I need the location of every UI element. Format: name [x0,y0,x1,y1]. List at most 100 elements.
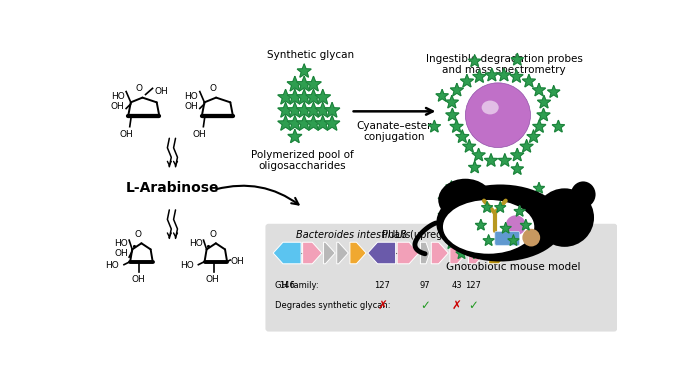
Text: ✗: ✗ [377,299,388,312]
Text: Degrades synthetic glycan:: Degrades synthetic glycan: [275,301,390,310]
Text: 97: 97 [420,281,430,290]
Polygon shape [473,70,486,82]
Ellipse shape [465,83,530,147]
Polygon shape [462,139,476,152]
Text: HO: HO [189,239,203,248]
Polygon shape [297,103,312,117]
Polygon shape [485,68,499,81]
Polygon shape [273,242,301,264]
Text: O: O [136,84,143,93]
Text: 127: 127 [465,281,481,290]
Ellipse shape [442,199,535,255]
Polygon shape [532,83,545,96]
Polygon shape [428,120,440,132]
Polygon shape [471,248,482,258]
Polygon shape [421,242,429,264]
Polygon shape [456,130,469,143]
Polygon shape [323,242,335,264]
Text: OH: OH [119,130,133,139]
Polygon shape [278,115,293,130]
Polygon shape [484,154,497,166]
Polygon shape [446,238,457,249]
Text: HO: HO [105,261,119,270]
Text: L-Arabinose: L-Arabinose [125,181,219,196]
Polygon shape [287,103,303,117]
Polygon shape [508,235,519,246]
Polygon shape [446,108,459,121]
Polygon shape [498,154,512,166]
Polygon shape [306,89,321,104]
Text: OH: OH [206,276,219,285]
Text: ✓: ✓ [468,299,478,312]
Polygon shape [438,225,449,235]
Polygon shape [397,242,419,264]
Polygon shape [511,53,523,65]
Polygon shape [337,242,349,264]
Text: ✗: ✗ [452,299,462,312]
Polygon shape [432,242,448,264]
Ellipse shape [436,185,564,261]
Text: OH: OH [114,249,128,258]
Ellipse shape [571,181,595,208]
Text: HO: HO [184,92,198,102]
Polygon shape [278,103,293,117]
Polygon shape [324,103,340,117]
Polygon shape [306,103,321,117]
Text: OH: OH [111,103,125,111]
Polygon shape [287,115,303,130]
Polygon shape [495,202,506,212]
Polygon shape [545,194,556,205]
Polygon shape [278,89,293,104]
Text: HO: HO [111,92,125,102]
Polygon shape [288,129,302,143]
Polygon shape [460,74,473,87]
Text: OH: OH [192,130,206,139]
Polygon shape [537,108,550,121]
Polygon shape [472,148,485,161]
Text: ✓: ✓ [420,299,430,312]
Text: O: O [210,84,216,93]
Text: GH family:: GH family: [275,281,319,290]
Polygon shape [547,86,560,97]
Text: 127: 127 [375,281,390,290]
Polygon shape [368,242,396,264]
Polygon shape [303,242,322,264]
Polygon shape [469,161,481,173]
Polygon shape [483,235,494,246]
Polygon shape [436,89,448,101]
Text: PUL8 (upregulated in mice): PUL8 (upregulated in mice) [379,229,515,240]
Text: Polymerized pool of
oligosaccharides: Polymerized pool of oligosaccharides [251,150,354,171]
Polygon shape [315,115,331,130]
Text: OH: OH [230,257,244,266]
Polygon shape [315,103,331,117]
Polygon shape [438,209,449,220]
Text: OH: OH [131,276,145,285]
Polygon shape [469,55,481,67]
Text: OH: OH [184,103,198,111]
Polygon shape [306,76,321,91]
Polygon shape [456,248,467,258]
Polygon shape [497,68,510,81]
Polygon shape [510,148,524,161]
Polygon shape [297,76,312,91]
Circle shape [535,188,594,247]
Text: HO: HO [114,239,128,248]
FancyBboxPatch shape [265,224,617,332]
Text: Gnotobiotic mouse model: Gnotobiotic mouse model [446,262,581,272]
Polygon shape [520,220,532,230]
Polygon shape [538,96,551,108]
Polygon shape [510,70,523,82]
Text: Synthetic glycan: Synthetic glycan [267,50,354,60]
Polygon shape [523,74,536,87]
Circle shape [506,215,526,235]
Polygon shape [287,76,303,91]
Polygon shape [533,120,546,132]
Text: Ingestible degradation probes
and mass spectrometry: Ingestible degradation probes and mass s… [425,54,582,75]
Polygon shape [511,163,523,174]
Text: O: O [209,230,216,240]
Polygon shape [315,89,331,104]
Polygon shape [450,83,464,96]
Polygon shape [475,220,486,230]
Polygon shape [446,181,457,191]
Polygon shape [450,120,463,132]
